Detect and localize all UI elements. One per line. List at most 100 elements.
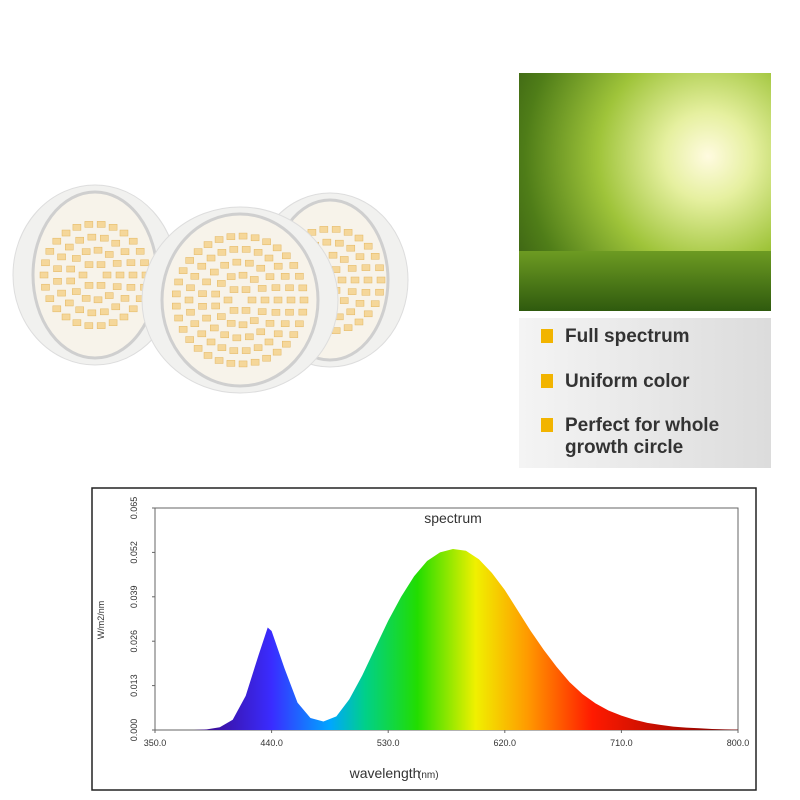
led [214, 236, 224, 243]
led [350, 276, 360, 284]
led [229, 286, 239, 293]
led [81, 295, 91, 302]
led [272, 348, 282, 356]
led [363, 310, 373, 318]
led [245, 333, 254, 341]
led [84, 261, 94, 268]
led [185, 336, 194, 343]
led [112, 260, 122, 267]
led [202, 314, 211, 322]
led [72, 288, 81, 295]
led [375, 264, 384, 272]
led [186, 308, 195, 316]
led [298, 308, 308, 316]
led [354, 234, 364, 242]
led [238, 321, 248, 329]
led [211, 302, 220, 310]
led [75, 236, 84, 244]
led [273, 330, 283, 338]
y-tick-label: 0.039 [129, 586, 139, 609]
y-axis-label: W/m2/nm [96, 601, 106, 640]
led [214, 357, 224, 364]
led [53, 278, 62, 285]
led [280, 320, 290, 327]
led [241, 347, 251, 354]
led [229, 246, 239, 253]
led [128, 305, 138, 313]
led [322, 238, 332, 246]
led [198, 290, 207, 297]
led [211, 290, 220, 298]
led [111, 239, 121, 247]
led [104, 292, 114, 299]
led [280, 273, 290, 280]
led [61, 229, 71, 237]
led [75, 306, 84, 314]
led [328, 251, 338, 259]
led [65, 299, 74, 307]
led [210, 324, 219, 332]
feature: Full spectrum [565, 326, 690, 347]
led [128, 271, 138, 279]
led [285, 308, 294, 316]
led [57, 253, 66, 261]
spectrum-area [155, 548, 738, 730]
led [265, 320, 275, 327]
led [72, 319, 82, 326]
led [193, 345, 203, 352]
led [229, 307, 239, 314]
led [178, 267, 188, 274]
led [226, 273, 236, 280]
led [361, 264, 371, 271]
led [66, 277, 75, 285]
led [257, 285, 267, 292]
led [41, 259, 50, 267]
led [93, 246, 103, 254]
led [87, 309, 97, 317]
led [264, 254, 274, 262]
led [202, 278, 211, 286]
led [197, 330, 207, 338]
led [66, 265, 75, 273]
led [197, 262, 207, 270]
frame [91, 487, 757, 791]
led [72, 255, 81, 262]
led [78, 271, 88, 279]
led [52, 305, 62, 313]
grass [519, 251, 771, 311]
led [295, 320, 304, 328]
led [295, 272, 304, 280]
led [226, 233, 236, 240]
led [363, 276, 373, 284]
led [289, 331, 299, 338]
led [363, 242, 373, 250]
led [238, 360, 248, 368]
feature: Perfect for whole growth circle [565, 415, 720, 458]
led [128, 237, 138, 245]
led [347, 265, 357, 272]
led [249, 317, 259, 324]
led [174, 278, 183, 286]
led [250, 358, 260, 366]
led [61, 313, 71, 321]
led [262, 238, 271, 246]
feature: Uniform color [565, 371, 690, 392]
led [72, 224, 82, 231]
led [184, 296, 194, 304]
lamp-face [31, 190, 159, 360]
led [370, 300, 380, 307]
led [104, 251, 114, 258]
y-tick-label: 0.000 [129, 719, 139, 742]
led [96, 282, 106, 289]
led [108, 224, 118, 231]
x-tick-label: 800.0 [727, 738, 750, 748]
led [282, 340, 291, 348]
led [286, 296, 296, 304]
led [126, 259, 136, 266]
led [115, 271, 125, 279]
led [140, 259, 149, 267]
led [119, 313, 129, 321]
led [343, 324, 353, 331]
led [174, 314, 183, 322]
